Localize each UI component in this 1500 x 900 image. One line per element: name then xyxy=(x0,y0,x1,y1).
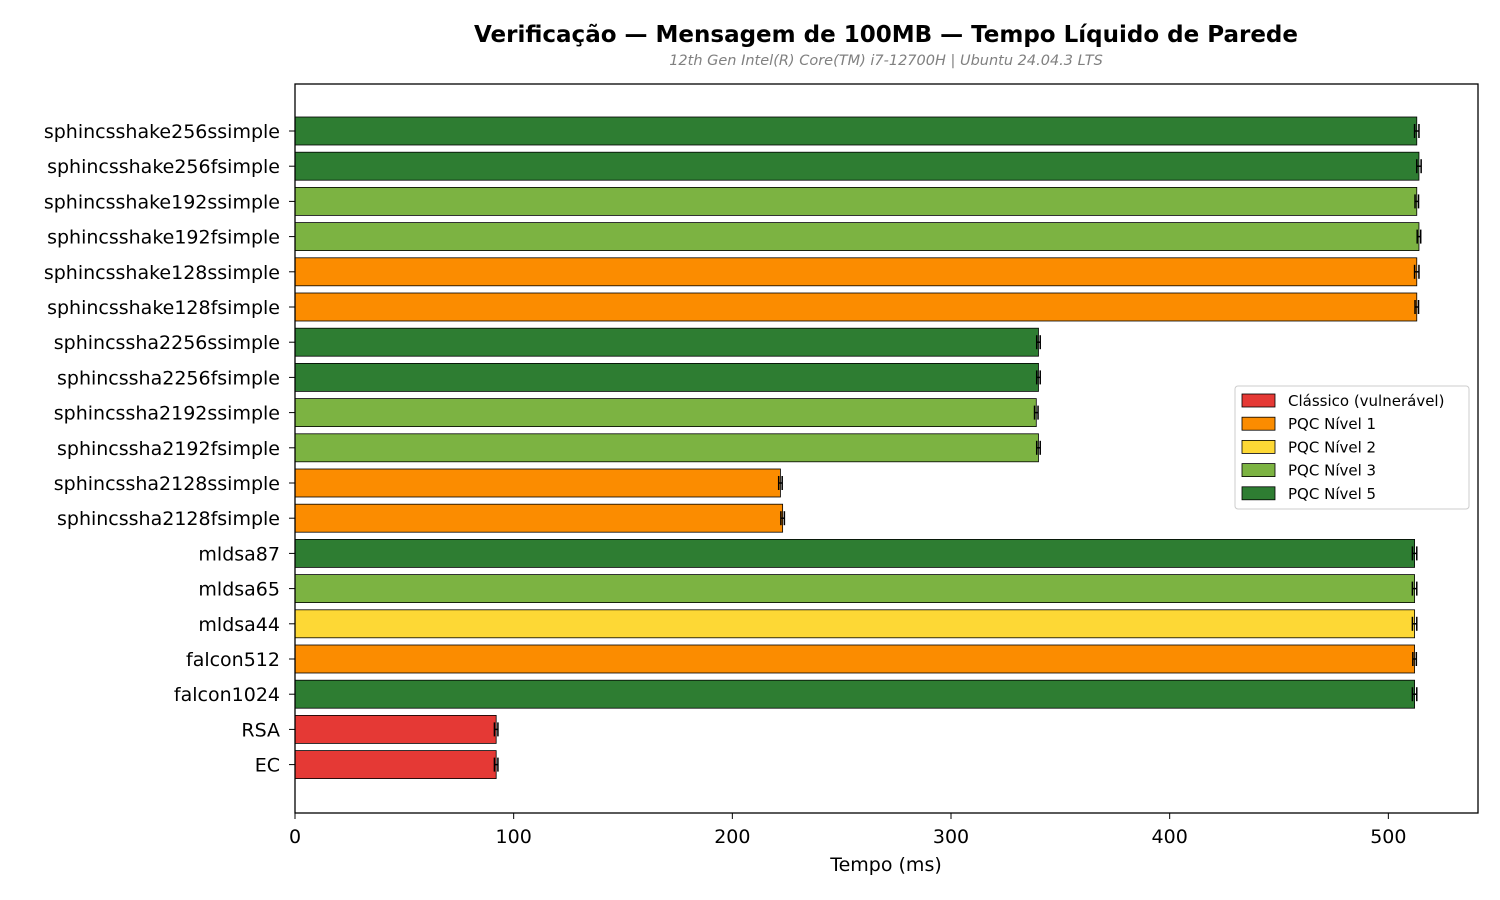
legend-label-pqc-nivel-2: PQC Nível 2 xyxy=(1288,438,1376,456)
y-tick-label-sphincsshake256fsimple: sphincsshake256fsimple xyxy=(47,156,280,178)
legend-label-classico-vulneravel: Clássico (vulnerável) xyxy=(1288,392,1444,410)
error-bar-falcon512 xyxy=(1412,652,1418,666)
legend-swatch-pqc-nivel-2 xyxy=(1241,439,1276,454)
x-tick-label-400: 400 xyxy=(1152,826,1188,848)
bar-sphincsshake256ssimple xyxy=(294,116,1418,146)
error-bar-falcon1024 xyxy=(1411,687,1418,702)
bar-falcon512 xyxy=(294,644,1415,674)
x-axis-ticks: 0 100 200 300 400 500 xyxy=(289,813,1406,848)
error-bar-sphincssha2192ssimple xyxy=(1033,405,1039,420)
bar-sphincssha2192fsimple xyxy=(294,433,1039,463)
y-tick-label-sphincssha2128fsimple: sphincssha2128fsimple xyxy=(57,508,280,530)
x-tick-label-100: 100 xyxy=(496,826,532,848)
y-tick-label-sphincsshake256ssimple: sphincsshake256ssimple xyxy=(44,121,280,143)
error-bar-mldsa44 xyxy=(1411,616,1418,631)
bar-rsa xyxy=(294,715,497,744)
bar-mldsa65 xyxy=(294,574,1415,603)
legend-swatch-pqc-nivel-1 xyxy=(1241,416,1276,431)
bar-sphincssha2256ssimple xyxy=(294,327,1039,357)
error-bar-sphincsshake256fsimple xyxy=(1416,159,1422,174)
bar-ec xyxy=(294,750,497,779)
error-bar-sphincssha2128ssimple xyxy=(777,476,783,490)
y-tick-labels: sphincsshake256ssimple sphincsshake256fsi… xyxy=(44,121,295,777)
error-bar-mldsa87 xyxy=(1411,546,1418,561)
error-bar-ec xyxy=(493,757,499,772)
plot-area-frame xyxy=(294,83,1479,814)
bar-sphincssha2192ssimple xyxy=(294,398,1037,428)
y-tick-label-falcon512: falcon512 xyxy=(186,649,280,671)
y-tick-label-sphincsshake128fsimple: sphincsshake128fsimple xyxy=(47,297,280,319)
bar-sphincssha2256fsimple xyxy=(294,362,1039,392)
y-tick-label-sphincsshake128ssimple: sphincsshake128ssimple xyxy=(44,262,280,284)
y-tick-label-ec: EC xyxy=(255,755,280,777)
bars-layer xyxy=(294,116,1422,779)
bar-sphincsshake128ssimple xyxy=(294,257,1418,287)
x-tick-label-300: 300 xyxy=(933,826,969,848)
error-bar-sphincsshake256ssimple xyxy=(1413,124,1420,138)
y-tick-label-falcon1024: falcon1024 xyxy=(174,684,280,706)
bar-mldsa87 xyxy=(294,539,1415,568)
y-tick-label-sphincssha2192fsimple: sphincssha2192fsimple xyxy=(57,438,280,460)
error-bar-sphincsshake192fsimple xyxy=(1416,229,1422,244)
y-tick-label-sphincssha2128ssimple: sphincssha2128ssimple xyxy=(54,473,280,495)
error-bar-sphincssha2256fsimple xyxy=(1035,370,1041,385)
y-tick-label-sphincssha2192ssimple: sphincssha2192ssimple xyxy=(54,403,280,425)
legend: Clássico (vulnerável) PQC Nível 1 PQC Níve… xyxy=(1234,385,1470,510)
bar-sphincsshake128fsimple xyxy=(294,292,1418,322)
error-bar-sphincsshake128fsimple xyxy=(1414,300,1420,314)
bar-sphincsshake192fsimple xyxy=(294,222,1420,252)
x-tick-label-500: 500 xyxy=(1370,826,1406,848)
legend-frame xyxy=(1234,385,1470,510)
bar-falcon1024 xyxy=(294,679,1415,709)
y-tick-label-mldsa65: mldsa65 xyxy=(198,579,280,601)
x-axis-label: Tempo (ms) xyxy=(829,854,942,876)
error-bar-sphincssha2192fsimple xyxy=(1035,440,1041,455)
y-tick-label-sphincssha2256fsimple: sphincssha2256fsimple xyxy=(57,367,280,389)
error-bar-rsa xyxy=(493,722,499,737)
y-tick-label-sphincsshake192ssimple: sphincsshake192ssimple xyxy=(44,191,280,213)
error-bar-sphincsshake192ssimple xyxy=(1414,194,1420,209)
legend-swatch-classico-vulneravel xyxy=(1241,393,1276,408)
legend-label-pqc-nivel-5: PQC Nível 5 xyxy=(1288,485,1376,503)
legend-swatch-pqc-nivel-3 xyxy=(1241,463,1276,478)
x-tick-label-200: 200 xyxy=(714,826,750,848)
error-bar-mldsa65 xyxy=(1411,581,1418,596)
bar-sphincssha2128ssimple xyxy=(294,468,781,498)
y-tick-label-sphincssha2256ssimple: sphincssha2256ssimple xyxy=(54,332,280,354)
chart-title: Verificação — Mensagem de 100MB — Tempo … xyxy=(474,22,1298,48)
chart-subtitle: 12th Gen Intel(R) Core(TM) i7-12700H | U… xyxy=(669,53,1103,69)
x-tick-label-0: 0 xyxy=(289,826,301,848)
bar-sphincssha2128fsimple xyxy=(294,503,784,533)
legend-swatch-pqc-nivel-5 xyxy=(1241,486,1276,501)
y-tick-label-mldsa87: mldsa87 xyxy=(198,543,280,565)
legend-label-pqc-nivel-3: PQC Nível 3 xyxy=(1288,462,1376,480)
bar-sphincsshake256fsimple xyxy=(294,151,1420,181)
y-tick-label-mldsa44: mldsa44 xyxy=(198,614,280,636)
error-bar-sphincssha2256ssimple xyxy=(1035,335,1041,350)
bar-sphincsshake192ssimple xyxy=(294,186,1418,216)
legend-label-pqc-nivel-1: PQC Nível 1 xyxy=(1288,415,1376,433)
error-bar-sphincssha2128fsimple xyxy=(780,511,786,526)
y-tick-label-rsa: RSA xyxy=(241,719,280,741)
y-tick-label-sphincsshake192fsimple: sphincsshake192fsimple xyxy=(47,227,280,249)
error-bar-sphincsshake128ssimple xyxy=(1413,264,1420,279)
bar-mldsa44 xyxy=(294,609,1415,639)
